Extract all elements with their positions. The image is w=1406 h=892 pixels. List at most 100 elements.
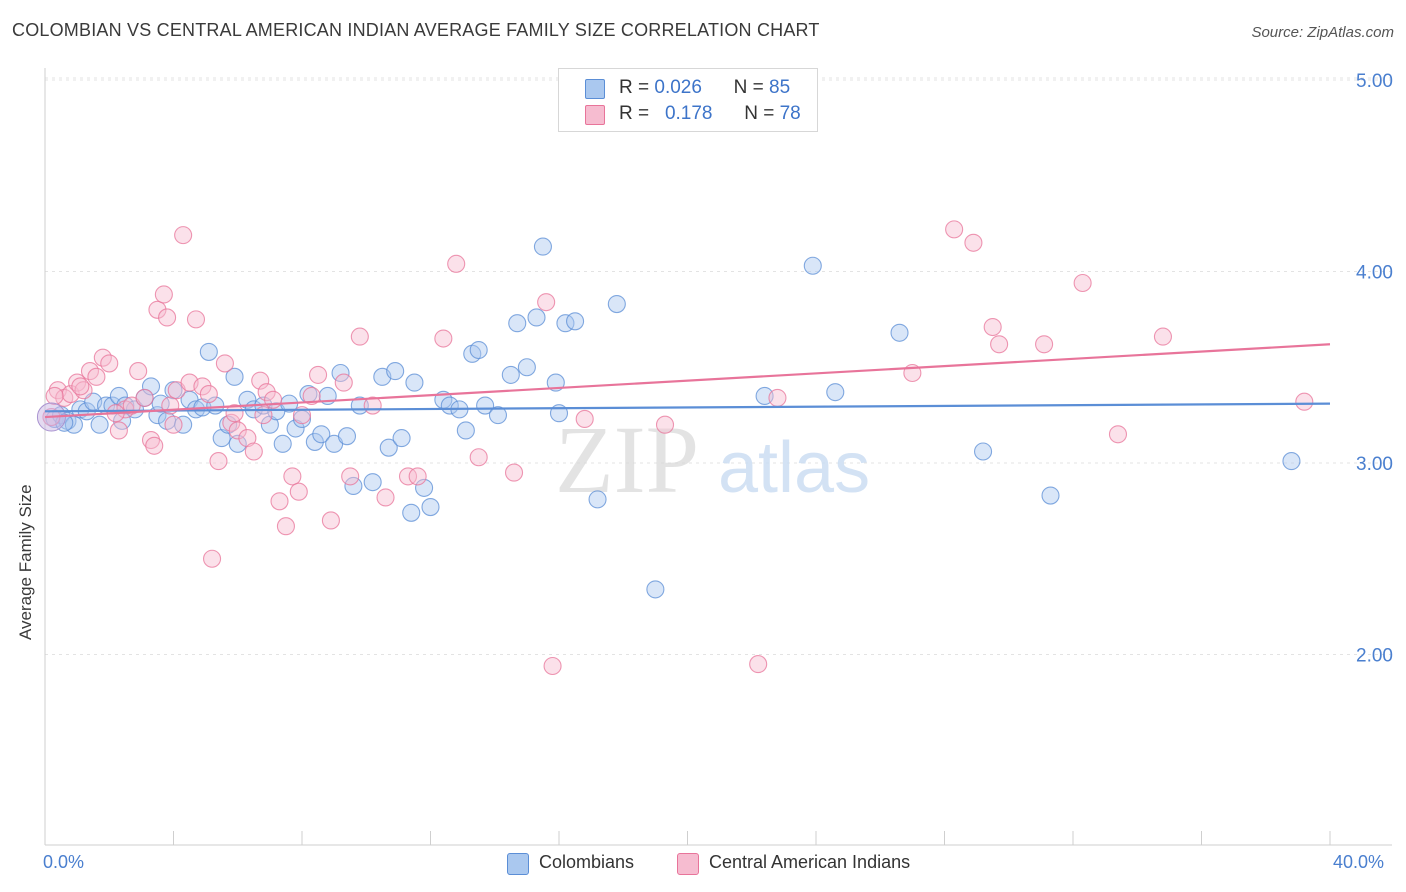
data-point [890,323,909,342]
data-point [129,362,148,381]
data-point [447,254,466,273]
data-point [566,312,585,331]
data-point [1108,425,1128,444]
data-point [238,390,257,409]
data-point [501,365,520,384]
data-point [405,373,424,392]
data-point [302,386,321,406]
data-point [45,386,64,406]
data-point [469,448,488,467]
data-point [321,511,340,530]
y-tick-label: 3.00 [1356,454,1393,475]
data-point [607,295,626,314]
data-point [527,308,546,327]
data-point [135,388,154,407]
data-point [575,409,594,429]
data-point [476,396,495,415]
data-point [392,429,411,448]
legend-swatch-colombians [507,853,529,875]
data-point [251,371,270,390]
n-label: N = [733,77,764,98]
data-point [334,373,353,392]
data-point [87,367,106,386]
x-tick-label-min: 0.0% [43,852,85,872]
legend-swatch-colombians [585,79,605,99]
data-point [350,327,369,346]
data-point [537,293,556,312]
series-legend: Colombians Central American Indians [0,852,1406,878]
data-point [90,415,109,434]
data-point [421,497,440,517]
data-point [225,404,244,423]
source-label: Source: ZipAtlas.com [1251,24,1394,41]
watermark-zip: ZIP [555,406,699,513]
legend-stats-colombians: R = 0.026 N = 85 [619,77,790,99]
data-point [1035,335,1054,354]
data-point [964,233,983,252]
data-point [309,365,328,384]
y-tick-label: 2.00 [1356,646,1393,667]
data-point [283,467,302,486]
data-point [276,517,295,536]
data-point [215,354,234,373]
data-point [71,377,90,396]
legend-swatch-central-american-indians [585,105,605,125]
n-value: 85 [769,77,791,98]
legend-label-colombians: Colombians [539,852,635,872]
data-point [508,314,527,333]
watermark-atlas: atlas [718,428,870,508]
data-point [174,415,193,434]
data-point [646,580,665,599]
data-point [379,438,398,457]
data-point [273,434,292,453]
data-point [1073,273,1092,293]
data-point [158,308,177,327]
data-point [945,220,964,239]
data-point [768,388,787,407]
data-point [341,467,360,486]
data-point [257,383,276,402]
data-point [983,317,1002,337]
data-point [219,415,238,434]
data-point [973,442,993,461]
data-point [228,421,247,440]
data-point [289,482,308,501]
data-point [141,430,161,450]
data-point [504,463,524,482]
data-point [148,300,167,319]
data-point [199,342,218,361]
x-tick-label-max: 40.0% [1333,852,1385,872]
data-point [434,329,453,348]
data-point [533,237,552,256]
data-point [415,478,434,497]
data-point [456,421,475,440]
data-point [209,452,228,471]
y-tick-label: 5.00 [1356,71,1393,92]
data-point [244,442,263,461]
trend-line-colombians [44,402,1331,413]
legend-swatch-central-american-indians [677,853,699,875]
data-point [543,656,562,676]
data-point [398,467,418,486]
data-point [145,436,164,455]
data-point [225,367,244,386]
n-value: 78 [779,103,801,124]
legend-label-central-american-indians: Central American Indians [709,852,911,872]
data-point [164,415,183,434]
chart-title: COLOMBIAN VS CENTRAL AMERICAN INDIAN AVE… [12,20,820,40]
r-value: 0.178 [664,103,713,124]
data-point [1153,327,1172,346]
data-point [363,473,382,492]
data-point [1282,452,1301,471]
data-point [386,362,405,381]
data-point [402,503,421,522]
data-point [331,363,350,383]
data-point [100,354,119,373]
correlation-legend: R = 0.026 N = 85 R = 0.178 N = 78 [558,68,818,132]
series-colombians [45,237,1301,599]
grid-lines [45,77,1392,655]
data-point [376,488,395,507]
data-point [141,377,161,396]
data-point [1041,486,1060,505]
